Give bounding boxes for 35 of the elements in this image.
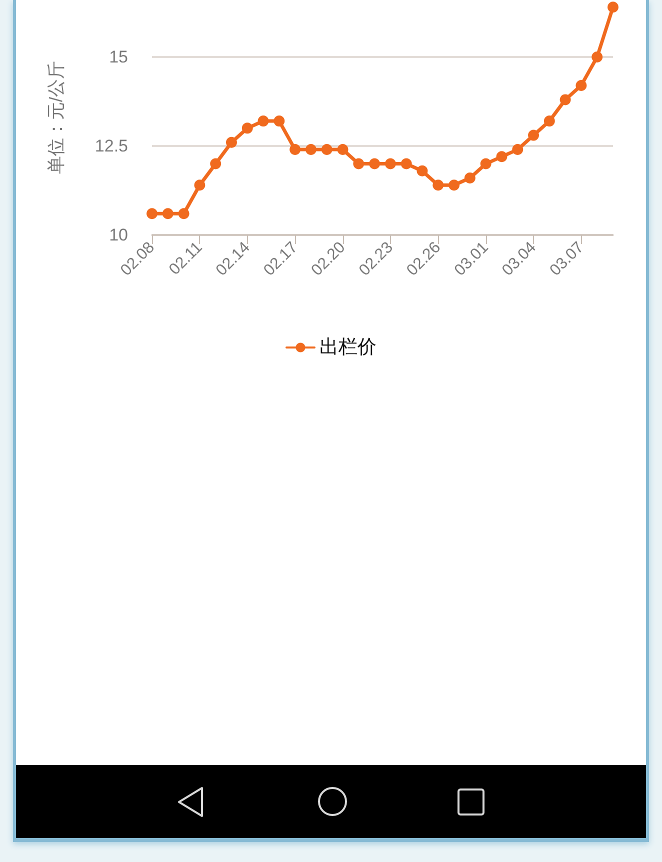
point <box>178 208 190 220</box>
point <box>384 158 396 170</box>
point <box>194 180 206 191</box>
point <box>592 51 603 62</box>
point <box>258 116 269 127</box>
point <box>369 158 380 170</box>
y-tick-label: 15 <box>109 47 128 66</box>
point <box>448 180 460 191</box>
point <box>337 144 348 156</box>
point <box>544 116 555 127</box>
point <box>321 144 332 156</box>
point <box>512 144 524 156</box>
point <box>146 208 158 220</box>
y-tick-label: 10 <box>109 226 128 244</box>
point <box>416 165 428 176</box>
y-axis-title: 单位：元/公斤 <box>46 60 66 174</box>
point <box>496 151 508 162</box>
y-tick-label: 12.5 <box>94 136 128 156</box>
point <box>274 116 285 127</box>
point <box>464 172 476 184</box>
point <box>290 144 301 156</box>
point <box>242 122 253 134</box>
point <box>528 130 540 141</box>
point <box>480 158 492 170</box>
point <box>353 158 364 170</box>
point <box>560 94 571 106</box>
point <box>576 80 587 91</box>
point <box>226 136 237 148</box>
point <box>400 158 412 170</box>
point <box>608 2 618 13</box>
point <box>210 158 222 170</box>
point <box>162 208 174 220</box>
point <box>305 144 316 156</box>
legend-label: 出栏价 <box>320 337 376 358</box>
point <box>432 180 444 191</box>
